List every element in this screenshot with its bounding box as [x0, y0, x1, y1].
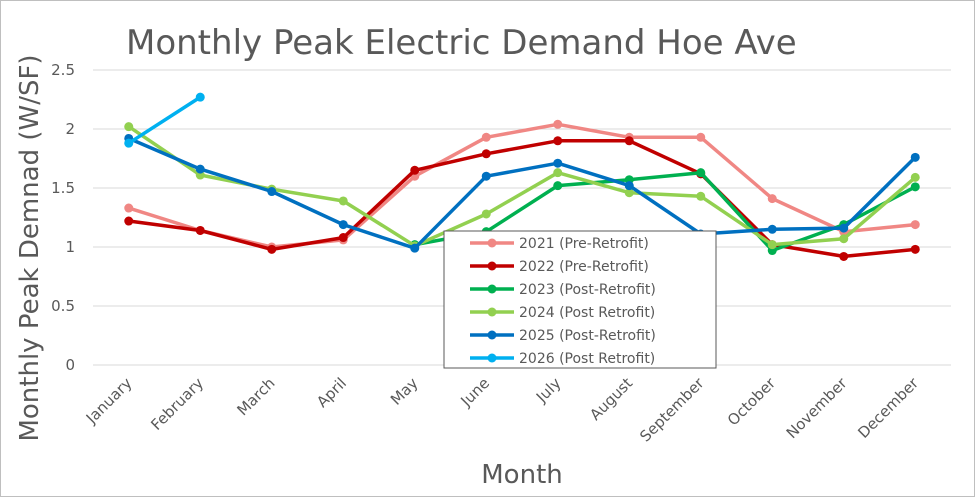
data-point: [839, 223, 849, 233]
legend-label: 2026 (Post Retrofit): [519, 351, 655, 367]
x-tick-label: May: [387, 374, 422, 409]
series-line: [127, 136, 918, 250]
data-point: [767, 224, 777, 234]
data-point: [696, 132, 706, 142]
data-point: [124, 216, 134, 226]
data-point: [839, 234, 849, 244]
data-point: [553, 136, 563, 146]
legend-swatch-marker: [487, 307, 497, 317]
legend-box: [443, 230, 717, 369]
data-point: [481, 209, 491, 219]
legend-entry: 2025 (Post-Retrofit): [470, 328, 656, 344]
x-tick-label: February: [147, 374, 207, 434]
data-point: [624, 188, 634, 198]
x-tick-label: September: [636, 374, 708, 446]
y-tick-label: 2.5: [51, 61, 75, 79]
data-point: [910, 220, 920, 230]
legend-swatch-marker: [487, 353, 497, 363]
legend-label: 2025 (Post-Retrofit): [519, 328, 656, 344]
data-point: [410, 165, 420, 175]
y-axis-ticks: 0 0.5 1 1.5 2 2.5: [51, 61, 75, 374]
legend-swatch-marker: [487, 261, 497, 271]
y-tick-label: 1: [65, 238, 75, 256]
x-tick-label: April: [313, 374, 350, 411]
x-tick-label: November: [783, 374, 851, 442]
data-point: [553, 181, 563, 191]
data-point: [839, 251, 849, 261]
y-tick-label: 0: [65, 356, 75, 374]
data-point: [696, 191, 706, 201]
legend-entry: 2023 (Post-Retrofit): [470, 282, 656, 298]
series-line: [127, 122, 918, 249]
x-tick-label: December: [854, 374, 922, 442]
data-point: [124, 122, 134, 132]
x-tick-label: July: [532, 374, 565, 407]
series-group: [124, 92, 205, 148]
data-point: [910, 182, 920, 192]
legend-swatch-marker: [487, 238, 497, 248]
data-point: [910, 152, 920, 162]
data-point: [338, 220, 348, 230]
x-tick-label: October: [724, 374, 780, 430]
data-point: [910, 172, 920, 182]
x-axis-ticks: January February March April May June July Augu…: [82, 374, 923, 446]
legend: 2021 (Pre-Retrofit) 2022 (Pre-Retrofit) 20…: [443, 230, 717, 369]
series-lines: [124, 92, 920, 261]
data-point: [195, 92, 205, 102]
data-point: [696, 168, 706, 178]
legend-entry: 2022 (Pre-Retrofit): [470, 259, 649, 275]
data-point: [553, 158, 563, 168]
data-point: [410, 243, 420, 253]
legend-entry: 2021 (Pre-Retrofit): [470, 236, 649, 252]
legend-entry: 2024 (Post Retrofit): [470, 305, 655, 321]
data-point: [195, 225, 205, 235]
legend-label: 2021 (Pre-Retrofit): [519, 236, 649, 252]
data-point: [553, 168, 563, 178]
data-point: [481, 132, 491, 142]
data-point: [338, 233, 348, 243]
data-point: [195, 164, 205, 174]
data-point: [124, 138, 134, 148]
x-tick-label: March: [234, 374, 279, 419]
legend-label: 2024 (Post Retrofit): [519, 305, 655, 321]
data-point: [767, 240, 777, 250]
legend-swatch-marker: [487, 284, 497, 294]
data-point: [481, 171, 491, 181]
x-axis-title: Month: [481, 460, 563, 490]
legend-entry: 2026 (Post Retrofit): [470, 351, 655, 367]
y-tick-label: 2: [65, 120, 75, 138]
x-tick-label: January: [82, 374, 136, 428]
data-point: [481, 149, 491, 159]
x-tick-label: August: [586, 374, 636, 424]
data-point: [553, 119, 563, 129]
data-point: [624, 181, 634, 191]
series-line: [127, 95, 203, 145]
data-point: [124, 203, 134, 213]
x-tick-label: June: [457, 374, 494, 411]
data-point: [267, 244, 277, 254]
data-point: [338, 196, 348, 206]
legend-label: 2023 (Post-Retrofit): [519, 282, 656, 298]
y-tick-label: 1.5: [51, 179, 75, 197]
data-point: [267, 187, 277, 197]
y-axis-title: Monthly Peak Demnad (W/SF): [15, 54, 45, 441]
y-tick-label: 0.5: [51, 297, 75, 315]
data-point: [767, 194, 777, 204]
data-point: [624, 136, 634, 146]
series-group: [124, 133, 920, 253]
data-point: [910, 244, 920, 254]
chart-title: Monthly Peak Electric Demand Hoe Ave: [126, 23, 797, 63]
legend-swatch-marker: [487, 330, 497, 340]
legend-label: 2022 (Pre-Retrofit): [519, 259, 649, 275]
